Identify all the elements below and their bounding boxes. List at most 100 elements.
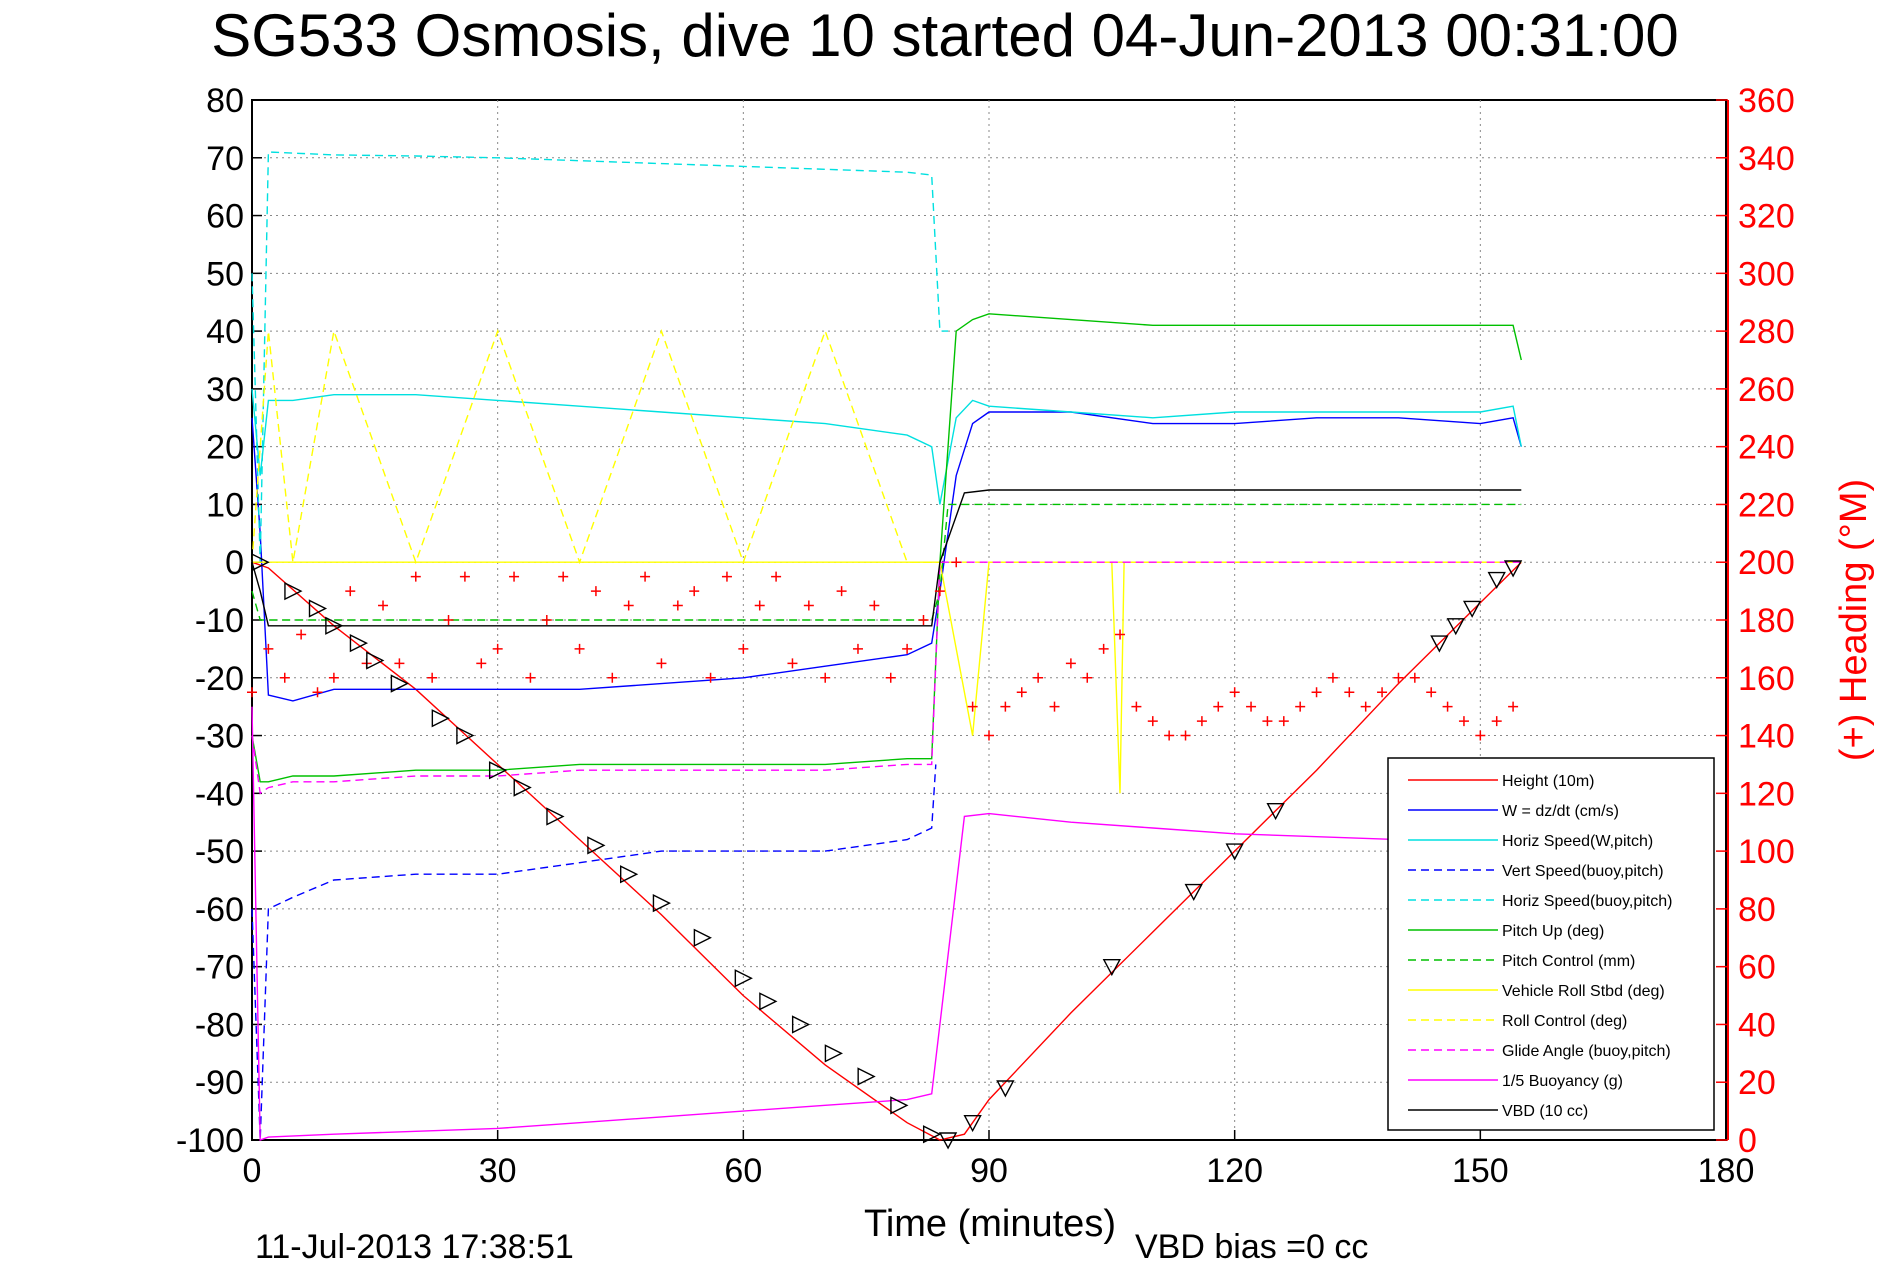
legend-label: Horiz Speed(W,pitch) (1502, 833, 1653, 850)
x-tick-label: 120 (1206, 1152, 1263, 1190)
heading-point (656, 658, 667, 669)
y-tick-label: 60 (206, 198, 244, 236)
y-right-tick-label: 120 (1738, 775, 1795, 813)
heading-point (705, 672, 716, 683)
legend-label: Pitch Up (deg) (1502, 923, 1604, 940)
y-right-tick-label: 200 (1738, 544, 1795, 582)
heading-point (541, 615, 552, 625)
series-lines (251, 151, 1522, 1141)
position-marker (1462, 600, 1482, 618)
y-right-tick-label: 300 (1738, 255, 1795, 293)
y-right-tick-label: 140 (1738, 718, 1795, 756)
legend-label: Roll Control (deg) (1502, 1013, 1627, 1030)
position-marker (1102, 958, 1121, 977)
x-axis-label: Time (minutes) (864, 1203, 1116, 1245)
position-marker (431, 709, 450, 728)
heading-point (1262, 716, 1273, 727)
y-tick-label: -50 (195, 833, 244, 871)
heading-point (1115, 629, 1126, 640)
heading-point (623, 600, 634, 611)
position-marker (349, 633, 369, 653)
heading-point (738, 643, 749, 654)
y-tick-label: 80 (206, 82, 244, 120)
heading-point (328, 672, 339, 683)
series-line-4 (251, 151, 949, 563)
y-right-tick-labels: 3603403203002802602402202001801601401201… (1738, 82, 1795, 1160)
position-marker (963, 1114, 982, 1133)
position-marker (619, 865, 639, 884)
y-tick-label: 70 (206, 140, 244, 178)
heading-point (394, 658, 405, 669)
heading-point (410, 571, 421, 582)
position-marker (652, 893, 672, 913)
heading-point (459, 571, 470, 582)
heading-point (1000, 701, 1011, 712)
y-tick-label: 10 (206, 486, 244, 524)
heading-point (247, 687, 257, 698)
heading-point (1213, 701, 1224, 712)
y-tick-label: -20 (195, 660, 244, 698)
y-tick-label: 50 (206, 255, 244, 293)
position-marker (546, 807, 565, 826)
x-tick-label: 30 (479, 1152, 517, 1190)
heading-point (1295, 701, 1306, 712)
heading-point (1278, 716, 1289, 727)
position-marker (366, 651, 385, 670)
heading-point (312, 687, 323, 698)
heading-point (1180, 730, 1191, 741)
y-right-tick-label: 320 (1738, 198, 1795, 236)
series-line-10 (251, 706, 1522, 1141)
heading-point (574, 643, 585, 654)
heading-point (902, 643, 913, 654)
heading-point (263, 643, 274, 654)
y-tick-label: -70 (195, 949, 244, 987)
heading-point (607, 672, 618, 683)
x-tick-label: 60 (724, 1152, 762, 1190)
y-right-tick-label: 0 (1738, 1122, 1757, 1160)
series-line-1 (251, 411, 1522, 702)
y-right-tick-label: 340 (1738, 140, 1795, 178)
y-right-tick-label: 240 (1738, 429, 1795, 467)
heading-point (1164, 730, 1175, 741)
heading-point (836, 586, 847, 597)
heading-point (721, 571, 732, 582)
y-tick-label: 0 (225, 544, 244, 582)
position-marker (1446, 618, 1465, 636)
heading-point (869, 600, 880, 611)
chart-title: SG533 Osmosis, dive 10 started 04-Jun-20… (211, 2, 1679, 69)
position-marker (996, 1080, 1015, 1098)
position-marker (251, 553, 270, 572)
legend-label: Glide Angle (buoy,pitch) (1502, 1043, 1671, 1060)
y-tick-label: -60 (195, 891, 244, 929)
heading-point (1426, 687, 1437, 698)
position-markers (251, 553, 1523, 1150)
legend-label: Pitch Control (mm) (1502, 953, 1635, 970)
position-marker (857, 1067, 876, 1086)
y-tick-label: 20 (206, 429, 244, 467)
heading-point (558, 571, 569, 582)
position-marker (587, 836, 606, 855)
heading-point (1098, 643, 1109, 654)
heading-point (1147, 716, 1158, 727)
heading-point (525, 672, 536, 683)
position-marker (325, 616, 344, 635)
heading-point (378, 600, 389, 611)
x-tick-label: 90 (970, 1152, 1008, 1190)
heading-point (443, 615, 454, 625)
position-marker (456, 726, 475, 745)
heading-point (1065, 658, 1076, 669)
series-line-3 (251, 764, 937, 1141)
y-tick-label: -80 (195, 1006, 244, 1044)
heading-point (345, 586, 356, 597)
position-marker (1184, 883, 1203, 902)
y-right-tick-label: 40 (1738, 1006, 1776, 1044)
heading-point (1049, 701, 1060, 712)
y-right-tick-label: 260 (1738, 371, 1795, 409)
position-marker (284, 581, 303, 601)
position-marker (513, 778, 532, 797)
heading-point (754, 600, 765, 611)
heading-point (1033, 672, 1044, 683)
heading-point (672, 600, 683, 611)
heading-point (279, 672, 290, 683)
series-line-9 (251, 561, 1522, 795)
